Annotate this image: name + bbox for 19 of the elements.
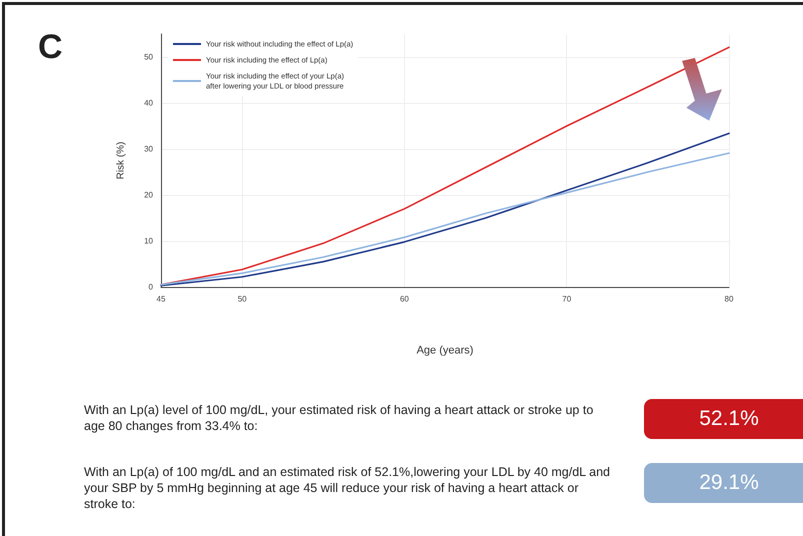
- y-tick-label: 0: [148, 282, 154, 292]
- line-series: [160, 46, 730, 286]
- y-tick-label: 10: [144, 236, 154, 246]
- text: 52.1%: [644, 399, 803, 439]
- y-tick-label: 50: [144, 52, 154, 62]
- y-tick-label: 30: [144, 144, 154, 154]
- text: With an Lp(a) of 100 mg/dL and an estimated risk of 52.1%,lowering your LDL by 40 mg/dL and your SBP by 5 mmHg beginning at age 45 will reduce your risk of having a heart attack or stroke to:: [84, 464, 611, 512]
- x-tick-label: 50: [238, 294, 248, 304]
- x-tick-label: 70: [562, 294, 572, 304]
- text: 29.1%: [644, 463, 803, 503]
- y-tick-label: 40: [144, 98, 154, 108]
- x-tick-label: 45: [156, 294, 166, 304]
- y-tick-label: 20: [144, 190, 154, 200]
- y-axis-title: Risk (%): [116, 142, 126, 180]
- x-tick-label: 60: [400, 294, 410, 304]
- x-axis-title: Age (years): [416, 344, 474, 356]
- text: C: [38, 28, 63, 67]
- text: With an Lp(a) level of 100 mg/dL, your estimated risk of having a heart attack or stroke up to age 80 changes from 33.4% to:: [84, 402, 594, 434]
- x-tick-label: 80: [724, 294, 734, 304]
